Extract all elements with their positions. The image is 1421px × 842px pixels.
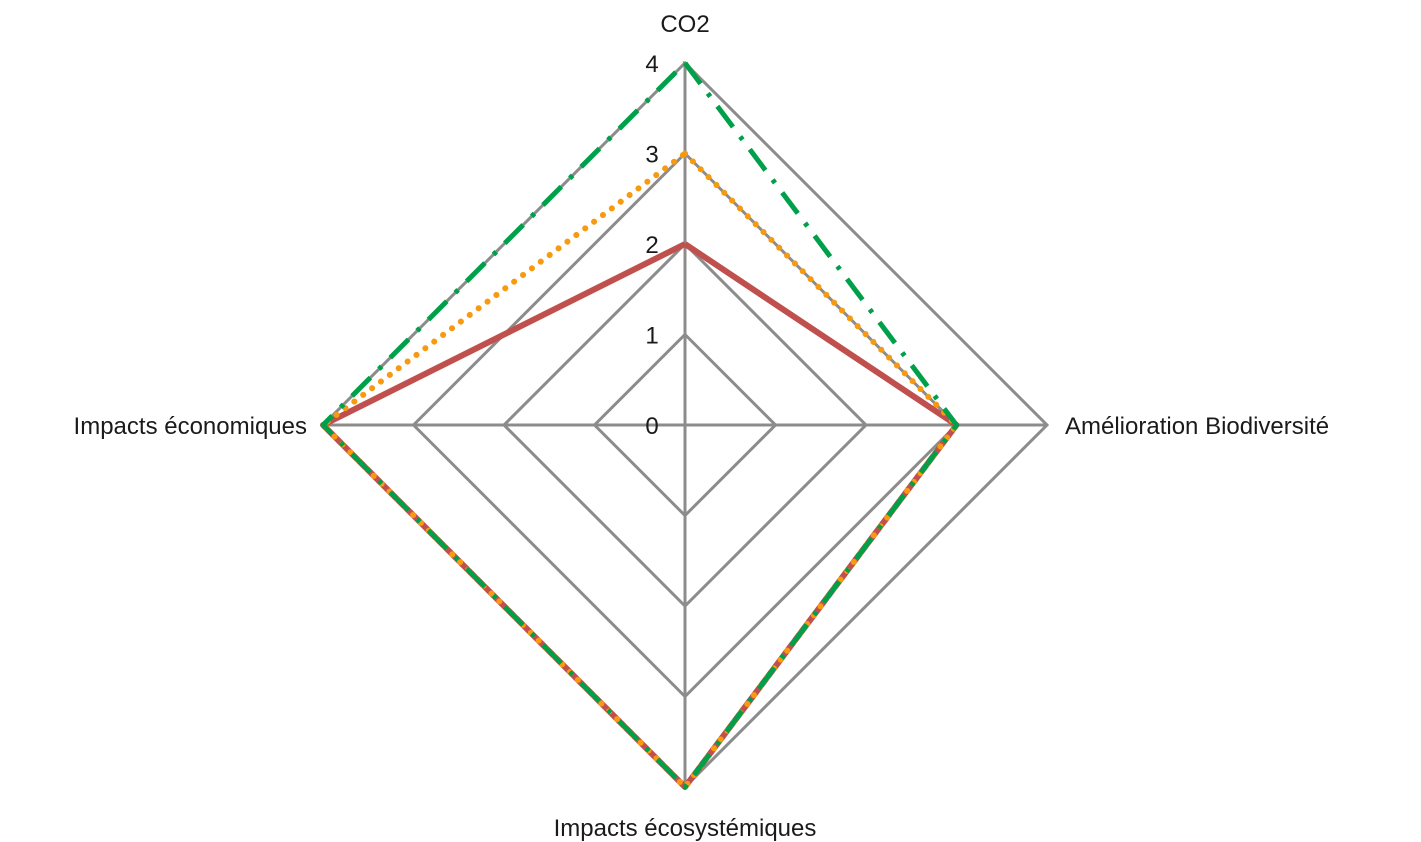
axis-label-amelioration-biodiversite: Amélioration Biodiversité <box>1065 413 1329 440</box>
series-line-0 <box>320 241 960 790</box>
radial-tick-labels: 0 1 2 3 4 <box>645 51 658 440</box>
tick-label-1: 1 <box>645 323 658 350</box>
series-line-2 <box>320 61 959 790</box>
axis-label-impacts-economiques: Impacts économiques <box>74 413 307 440</box>
tick-label-0: 0 <box>645 413 658 440</box>
radar-series-group <box>320 61 960 790</box>
radar-grid <box>320 60 1050 790</box>
series-line-1 <box>320 150 960 790</box>
tick-label-2: 2 <box>645 232 658 259</box>
axis-label-impacts-ecosystemiques: Impacts écosystémiques <box>554 815 817 842</box>
axis-label-co2: CO2 <box>660 11 709 38</box>
tick-label-3: 3 <box>645 142 658 169</box>
tick-label-4: 4 <box>645 51 658 78</box>
